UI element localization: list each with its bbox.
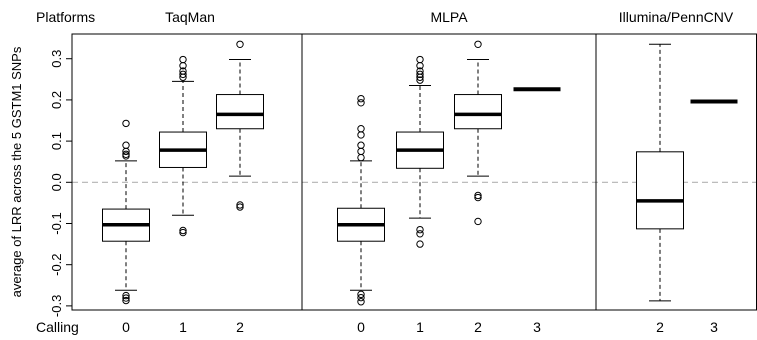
calling-row-label: Calling (36, 319, 79, 335)
x-tick-label: 1 (179, 319, 187, 335)
outlier-point (179, 73, 187, 81)
box (454, 94, 502, 130)
y-tick-label: 0.1 (49, 132, 64, 150)
outlier-point (179, 55, 187, 64)
outlier-point (416, 73, 424, 81)
panel-title: TaqMan (165, 9, 215, 25)
outlier-point (357, 290, 365, 299)
outlier-point (416, 76, 424, 84)
outlier-point (179, 226, 187, 235)
y-tick-label: -0.3 (49, 295, 64, 317)
y-tick-label: -0.1 (49, 212, 64, 234)
outlier-point (179, 62, 187, 70)
outlier-point (122, 147, 130, 156)
outlier-point (416, 225, 424, 234)
platforms-row-label: Platforms (36, 9, 95, 25)
outlier-point (122, 141, 130, 149)
outlier-point (122, 294, 130, 302)
outlier-point (122, 152, 130, 160)
outlier-point (357, 153, 365, 162)
outlier-point (236, 40, 244, 48)
outlier-point (416, 230, 424, 238)
y-tick-label: 0.0 (49, 173, 64, 191)
outlier-point (357, 99, 365, 107)
y-axis-title: average of LRR across the 5 GSTM1 SNPs (9, 46, 24, 297)
x-tick-label: 0 (357, 319, 365, 335)
y-tick-label: -0.2 (49, 253, 64, 275)
box (636, 151, 684, 230)
outlier-point (357, 131, 365, 139)
outlier-point (122, 296, 130, 305)
x-tick-label: 0 (122, 319, 130, 335)
y-tick-label: 0.3 (49, 50, 64, 68)
outlier-point (474, 40, 482, 48)
x-tick-label: 3 (710, 319, 718, 335)
outlier-point (474, 193, 482, 202)
outlier-point (122, 291, 130, 300)
outlier-point (236, 201, 244, 209)
outlier-point (179, 70, 187, 79)
outlier-point (236, 203, 244, 211)
outlier-point (474, 191, 482, 200)
outlier-point (357, 125, 365, 133)
outlier-point (357, 293, 365, 302)
outlier-point (357, 141, 365, 149)
x-tick-label: 1 (416, 319, 424, 335)
outlier-point (179, 228, 187, 237)
outlier-point (416, 62, 424, 70)
x-tick-label: 2 (236, 319, 244, 335)
outlier-point (122, 119, 130, 128)
outlier-point (357, 147, 365, 156)
y-tick-label: 0.2 (49, 91, 64, 109)
outlier-point (416, 240, 424, 248)
x-tick-label: 3 (533, 319, 541, 335)
labels-layer: Platforms Calling average of LRR across … (9, 9, 734, 335)
x-tick-label: 2 (474, 319, 482, 335)
box (216, 94, 264, 130)
y-axis: -0.3 -0.2 -0.1 0.0 0.1 0.2 0.3 (49, 50, 72, 317)
outlier-point (474, 217, 482, 226)
x-tick-label: 2 (656, 319, 664, 335)
outlier-point (357, 298, 365, 306)
outlier-point (416, 55, 424, 64)
box-marks-layer (102, 40, 738, 306)
outlier-point (416, 70, 424, 79)
outlier-point (357, 94, 365, 103)
panel-title: Illumina/PennCNV (619, 9, 734, 25)
panel-title: MLPA (430, 9, 468, 25)
